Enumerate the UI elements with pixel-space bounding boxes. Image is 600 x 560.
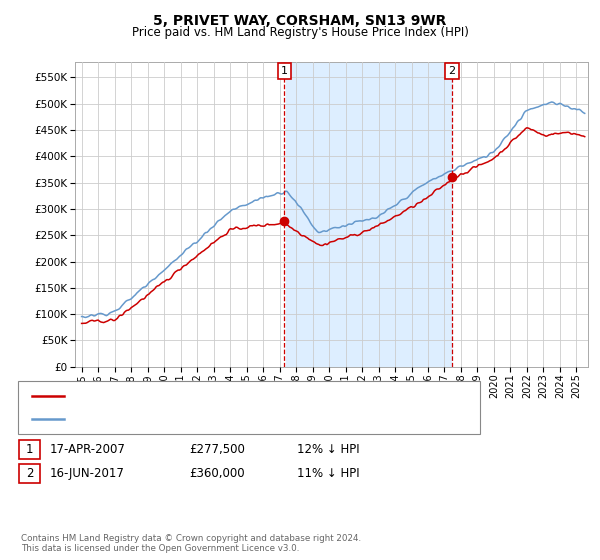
- Text: Contains HM Land Registry data © Crown copyright and database right 2024.
This d: Contains HM Land Registry data © Crown c…: [21, 534, 361, 553]
- Text: Price paid vs. HM Land Registry's House Price Index (HPI): Price paid vs. HM Land Registry's House …: [131, 26, 469, 39]
- Text: 5, PRIVET WAY, CORSHAM, SN13 9WR: 5, PRIVET WAY, CORSHAM, SN13 9WR: [154, 14, 446, 28]
- Text: 11% ↓ HPI: 11% ↓ HPI: [297, 466, 359, 480]
- Text: 17-APR-2007: 17-APR-2007: [50, 442, 125, 456]
- Text: £277,500: £277,500: [189, 442, 245, 456]
- Text: 1: 1: [281, 66, 288, 76]
- Text: £360,000: £360,000: [189, 466, 245, 480]
- Text: 1: 1: [26, 442, 33, 456]
- Text: HPI: Average price, detached house, Wiltshire: HPI: Average price, detached house, Wilt…: [71, 414, 321, 424]
- Text: 12% ↓ HPI: 12% ↓ HPI: [297, 442, 359, 456]
- Text: 2: 2: [449, 66, 455, 76]
- Text: 5, PRIVET WAY, CORSHAM, SN13 9WR (detached house): 5, PRIVET WAY, CORSHAM, SN13 9WR (detach…: [71, 391, 378, 401]
- Text: 16-JUN-2017: 16-JUN-2017: [50, 466, 125, 480]
- Text: 2: 2: [26, 466, 33, 480]
